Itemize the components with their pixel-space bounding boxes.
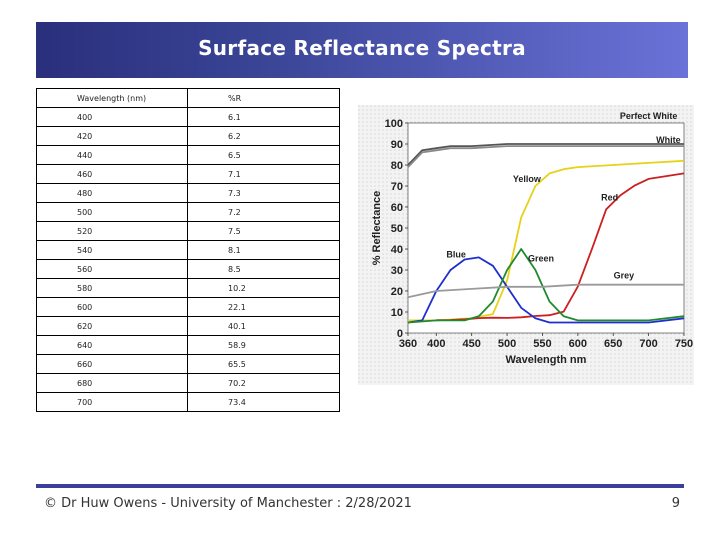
cell-reflectance: 6.5	[187, 145, 340, 165]
cell-wavelength: 440	[36, 145, 188, 165]
page-number: 9	[671, 496, 680, 511]
header-reflectance: %R	[187, 88, 340, 108]
table-row: 700 73.4	[36, 392, 340, 412]
header-wavelength: Wavelength (nm)	[36, 88, 188, 108]
table-row: 660 65.5	[36, 354, 340, 374]
cell-reflectance: 6.1	[187, 107, 340, 127]
series-line-green	[407, 248, 685, 324]
table-row: 420 6.2	[36, 126, 340, 146]
series-label-green: Green	[528, 254, 554, 264]
series-label-perfect-white: Perfect White	[620, 111, 678, 121]
cell-wavelength: 420	[36, 126, 188, 146]
cell-wavelength: 400	[36, 107, 188, 127]
cell-reflectance: 8.5	[187, 259, 340, 279]
cell-reflectance: 6.2	[187, 126, 340, 146]
cell-reflectance: 7.5	[187, 221, 340, 241]
cell-wavelength: 680	[36, 373, 188, 393]
y-tick-label: 80	[391, 160, 403, 172]
table-row: 500 7.2	[36, 202, 340, 222]
cell-wavelength: 500	[36, 202, 188, 222]
table-row: 560 8.5	[36, 259, 340, 279]
cell-wavelength: 700	[36, 392, 188, 412]
x-tick-label: 600	[569, 338, 587, 350]
cell-wavelength: 480	[36, 183, 188, 203]
y-tick-label: 30	[391, 265, 403, 277]
footer-text: © Dr Huw Owens - University of Mancheste…	[44, 496, 412, 511]
series-label-blue: Blue	[446, 249, 466, 259]
cell-reflectance: 65.5	[187, 354, 340, 374]
cell-reflectance: 10.2	[187, 278, 340, 298]
table-row: 400 6.1	[36, 107, 340, 127]
table-body: 400 6.1 420 6.2 440 6.5 460 7.1 480 7.3 500 7.2 520 7…	[36, 107, 340, 412]
series-line-grey	[407, 283, 684, 299]
x-tick-label: 360	[399, 338, 417, 350]
x-tick-label: 650	[604, 338, 622, 350]
y-tick-label: 60	[391, 202, 403, 214]
cell-wavelength: 580	[36, 278, 188, 298]
y-tick-label: 10	[391, 307, 403, 319]
cell-reflectance: 7.3	[187, 183, 340, 203]
cell-reflectance: 7.2	[187, 202, 340, 222]
cell-reflectance: 58.9	[187, 335, 340, 355]
y-tick-label: 0	[397, 328, 403, 340]
y-tick-label: 70	[391, 181, 403, 193]
table-row: 680 70.2	[36, 373, 340, 393]
x-axis-label: Wavelength nm	[506, 354, 587, 366]
footer-divider	[36, 484, 684, 488]
x-tick-label: 750	[675, 338, 693, 350]
x-tick-label: 400	[427, 338, 445, 350]
cell-wavelength: 600	[36, 297, 188, 317]
slide-title: Surface Reflectance Spectra	[198, 36, 526, 60]
cell-wavelength: 520	[36, 221, 188, 241]
cell-reflectance: 8.1	[187, 240, 340, 260]
cell-reflectance: 40.1	[187, 316, 340, 336]
table-row: 540 8.1	[36, 240, 340, 260]
cell-wavelength: 460	[36, 164, 188, 184]
table-row: 520 7.5	[36, 221, 340, 241]
cell-reflectance: 7.1	[187, 164, 340, 184]
series-label-yellow: Yellow	[513, 174, 542, 184]
y-tick-label: 40	[391, 244, 403, 256]
cell-wavelength: 540	[36, 240, 188, 260]
reflectance-table: Wavelength (nm) %R 400 6.1 420 6.2 440 6.5 460…	[36, 88, 340, 412]
table-row: 440 6.5	[36, 145, 340, 165]
table-row: 460 7.1	[36, 164, 340, 184]
x-tick-label: 550	[533, 338, 551, 350]
series-label-grey: Grey	[614, 270, 635, 280]
cell-reflectance: 70.2	[187, 373, 340, 393]
cell-wavelength: 660	[36, 354, 188, 374]
y-tick-label: 20	[391, 286, 403, 298]
y-tick-label: 100	[385, 118, 403, 130]
series-line-perfect-white	[407, 143, 684, 166]
table-header-row: Wavelength (nm) %R	[36, 88, 340, 108]
table-row: 620 40.1	[36, 316, 340, 336]
x-tick-label: 500	[498, 338, 516, 350]
series-line-white	[407, 145, 684, 168]
x-tick-label: 450	[463, 338, 481, 350]
plot-area	[407, 122, 685, 334]
table-row: 640 58.9	[36, 335, 340, 355]
table-row: 480 7.3	[36, 183, 340, 203]
title-bar: Surface Reflectance Spectra	[36, 22, 688, 78]
y-tick-label: 90	[391, 139, 403, 151]
cell-reflectance: 22.1	[187, 297, 340, 317]
table-row: 600 22.1	[36, 297, 340, 317]
reflectance-chart: 0 10 20 30 40 50 60 70 80 90 100 360 400 450 500 550 600…	[358, 105, 694, 385]
cell-wavelength: 560	[36, 259, 188, 279]
x-tick-label: 700	[639, 338, 657, 350]
y-axis-label: % Reflectance	[371, 191, 383, 266]
series-label-red: Red	[601, 193, 618, 203]
y-tick-label: 50	[391, 223, 403, 235]
cell-wavelength: 640	[36, 335, 188, 355]
series-label-white: White	[656, 135, 681, 145]
cell-reflectance: 73.4	[187, 392, 340, 412]
table-row: 580 10.2	[36, 278, 340, 298]
cell-wavelength: 620	[36, 316, 188, 336]
